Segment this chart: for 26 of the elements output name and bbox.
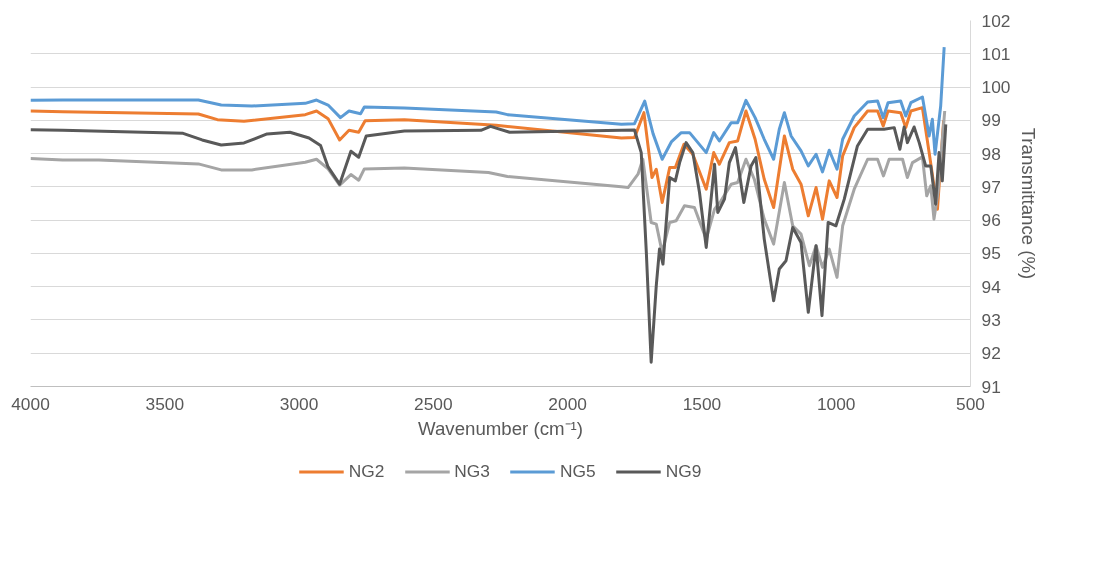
x-tick-label: 2500	[414, 393, 453, 414]
y-tick-label: 102	[981, 10, 1011, 31]
y-tick-label: 101	[981, 43, 1011, 64]
legend-label: NG3	[454, 460, 490, 482]
x-tick-label: 1000	[816, 393, 856, 414]
legend-label: NG2	[348, 460, 385, 482]
y-tick-label: 95	[981, 243, 1001, 264]
y-tick-label: 98	[981, 143, 1001, 164]
y-axis-title: Transmittance (%)	[1018, 127, 1040, 280]
x-tick-label: 4000	[11, 393, 50, 414]
y-tick-label: 96	[981, 210, 1001, 231]
y-tick-label: 99	[981, 110, 1001, 131]
line-series	[30, 122, 948, 364]
legend-label: NG5	[560, 460, 596, 482]
y-tick-label: 92	[981, 343, 1001, 364]
x-tick-label: 3000	[279, 393, 319, 414]
y-tick-label: 94	[981, 276, 1002, 297]
x-tick-label: 3500	[145, 393, 185, 414]
x-tick-label: 2000	[548, 393, 587, 414]
y-tick-label: 93	[981, 309, 1001, 330]
y-tick-label: 100	[981, 77, 1011, 98]
x-tick-label: 1500	[682, 393, 722, 414]
legend-label: NG9	[665, 460, 702, 482]
y-tick-label: 97	[981, 176, 1001, 197]
line-series	[30, 45, 946, 174]
x-axis-title: Wavenumber (cm⁻¹)	[418, 417, 583, 439]
